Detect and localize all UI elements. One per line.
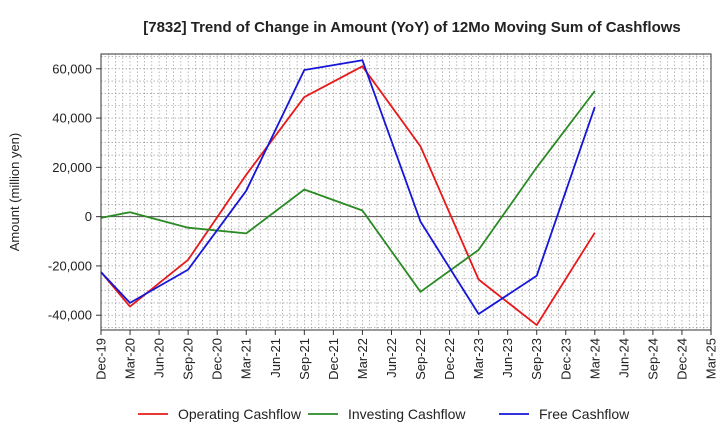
x-tick-label: Dec-20 <box>210 338 225 380</box>
x-tick-label: Mar-24 <box>587 338 602 379</box>
plot-frame <box>100 53 712 331</box>
x-tick-label: Mar-22 <box>355 338 370 379</box>
series-line-free-cashflow <box>100 59 596 315</box>
x-tick-label: Jun-24 <box>616 338 631 378</box>
y-axis-label: Amount (million yen) <box>7 133 22 252</box>
x-tick-label: Sep-22 <box>413 338 428 380</box>
grid <box>101 54 711 330</box>
x-tick-label: Jun-20 <box>152 338 167 378</box>
y-tick-label: -40,000 <box>48 308 92 323</box>
x-tick-label: Sep-24 <box>645 338 660 380</box>
x-tick-label: Dec-22 <box>442 338 457 380</box>
y-tick-label: 20,000 <box>52 160 92 175</box>
series-lines <box>100 59 596 327</box>
x-tick-label: Mar-21 <box>239 338 254 379</box>
legend-label-free-cashflow: Free Cashflow <box>539 406 630 422</box>
y-tick-label: -20,000 <box>48 258 92 273</box>
legend-label-operating-cashflow: Operating Cashflow <box>178 406 302 422</box>
series-line-investing-cashflow <box>100 90 596 293</box>
x-tick-label: Dec-21 <box>326 338 341 380</box>
series-line-operating-cashflow <box>100 65 596 327</box>
y-tick-label: 40,000 <box>52 111 92 126</box>
x-tick-label: Mar-23 <box>471 338 486 379</box>
y-tick-label: 60,000 <box>52 61 92 76</box>
y-axis-ticks: -40,000 -20,000 0 20,000 40,000 60,000 <box>48 61 101 323</box>
legend-label-investing-cashflow: Investing Cashflow <box>348 406 466 422</box>
x-tick-label: Dec-24 <box>674 338 689 380</box>
x-tick-label: Jun-22 <box>384 338 399 378</box>
chart-title: [7832] Trend of Change in Amount (YoY) o… <box>143 19 681 36</box>
x-tick-label: Jun-21 <box>268 338 283 378</box>
x-tick-label: Sep-20 <box>181 338 196 380</box>
legend: Operating Cashflow Investing Cashflow Free… <box>138 406 630 422</box>
x-axis-ticks: Dec-19 Mar-20 Jun-20 Sep-20 Dec-20 Mar-21 Jun-… <box>94 330 719 380</box>
x-tick-label: Dec-23 <box>558 338 573 380</box>
x-tick-label: Jun-23 <box>500 338 515 378</box>
x-tick-label: Dec-19 <box>94 338 109 380</box>
x-tick-label: Sep-21 <box>297 338 312 380</box>
x-tick-label: Mar-20 <box>123 338 138 379</box>
y-tick-label: 0 <box>85 209 92 224</box>
x-tick-label: Mar-25 <box>704 338 719 379</box>
x-tick-label: Sep-23 <box>529 338 544 380</box>
